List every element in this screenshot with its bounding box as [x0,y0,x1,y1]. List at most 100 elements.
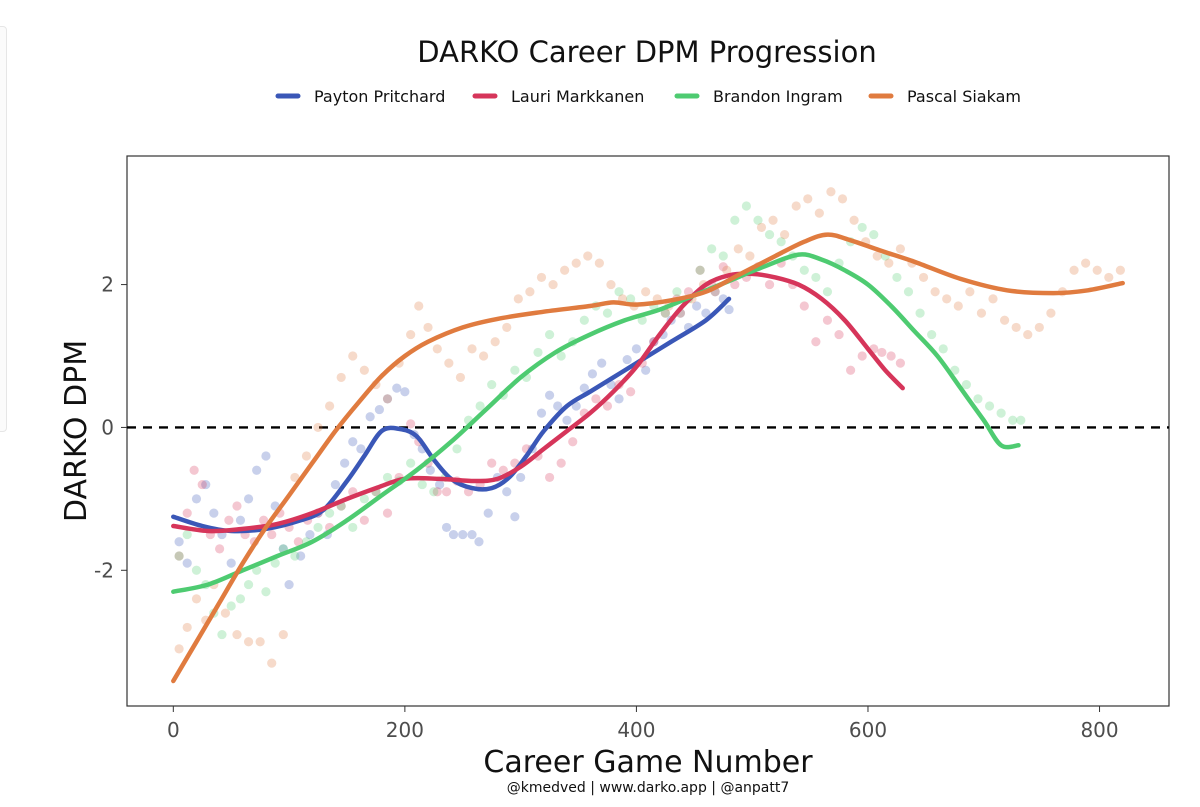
data-point [261,451,271,461]
data-point [915,308,925,318]
data-point [965,287,975,297]
data-point [209,508,219,518]
data-point [626,387,636,397]
data-point [606,279,616,290]
data-point [278,629,288,640]
x-tick-label: 800 [1080,718,1118,742]
data-point [724,304,734,315]
data-point [365,412,375,422]
data-point [768,215,778,225]
series-points [174,258,905,561]
data-point [597,358,607,368]
data-point [226,601,236,611]
data-point [448,529,459,540]
data-point [215,544,225,554]
data-point [406,458,416,468]
data-point [562,415,572,425]
data-point [458,529,468,540]
x-tick-label: 600 [849,718,887,742]
data-point [174,551,184,561]
data-point [544,472,555,483]
data-point [641,287,651,297]
data-point [382,394,393,404]
data-point [267,658,277,668]
data-point [614,394,624,404]
data-point [267,529,277,540]
data-point [950,365,960,375]
data-point [903,287,914,297]
data-point [348,351,358,361]
data-point [305,529,315,540]
data-point [822,315,833,325]
data-point [999,315,1010,325]
y-tick-label: -2 [94,558,114,582]
data-point [533,347,543,358]
data-point [201,479,211,490]
data-point [478,351,489,361]
data-point [953,301,963,311]
data-point [544,329,555,340]
data-point [927,329,937,340]
data-point [406,329,416,340]
data-point [191,565,202,575]
data-point [232,629,242,640]
trend-line [171,252,1021,594]
y-tick-label: 0 [101,415,114,439]
data-point [382,394,393,404]
data-point [182,622,192,633]
data-point [174,644,184,654]
data-point [976,308,987,318]
data-point [348,522,358,533]
data-point [1069,265,1079,275]
data-point [730,215,740,225]
data-point [961,379,971,390]
data-point [579,383,589,393]
data-point [296,551,306,561]
data-point [400,387,410,397]
data-point [814,208,824,218]
data-point [374,404,384,415]
data-point [745,251,755,261]
data-point [467,529,477,540]
data-point [235,594,246,604]
data-point [660,308,670,318]
data-point [631,344,642,354]
data-point [516,472,526,483]
data-point [984,401,995,411]
data-point [174,551,184,561]
x-tick-label: 0 [167,718,180,742]
data-point [301,451,312,461]
data-point [1081,258,1091,268]
data-point [502,487,512,497]
data-point [429,487,439,497]
data-point [826,187,836,197]
trend-line [171,232,1125,684]
data-point [325,508,335,518]
data-point [191,494,202,504]
data-point [930,287,940,297]
data-point [764,279,775,290]
data-point [741,201,752,211]
x-axis-title: Career Game Number [483,745,813,780]
data-point [382,472,393,483]
legend-label: Brandon Ingram [713,87,843,106]
data-point [869,229,879,240]
data-point [857,222,867,233]
data-point [556,458,566,468]
data-point [382,508,393,518]
data-point [568,437,578,447]
data-point [217,629,227,640]
data-point [587,369,598,379]
data-point [602,308,613,318]
side-panel [0,26,7,432]
data-point [487,458,497,468]
data-point [259,515,269,525]
y-tick-label: 2 [101,273,114,297]
legend-label: Pascal Siakam [907,87,1021,106]
data-point [811,337,821,347]
data-point [857,351,867,361]
legend-label: Lauri Markkanen [511,87,644,106]
data-point [553,401,563,411]
data-point [1016,415,1026,425]
